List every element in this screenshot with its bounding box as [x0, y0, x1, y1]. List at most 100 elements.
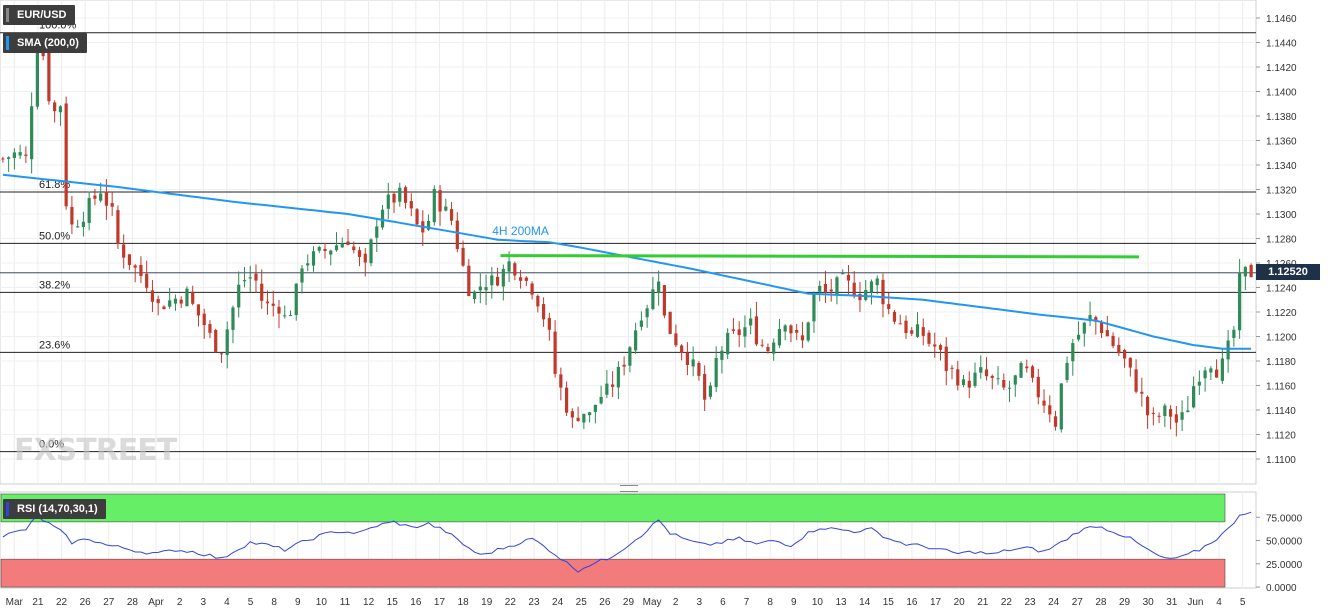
candle — [398, 182, 402, 207]
candle — [283, 305, 287, 319]
x-tick-label: 22 — [1001, 597, 1013, 608]
candle-body — [927, 332, 931, 344]
y-tick-label: 1.1440 — [1266, 39, 1297, 50]
sma-tag[interactable]: SMA (200,0) — [3, 33, 87, 53]
candle-body — [398, 187, 402, 202]
x-tick-label: Mar — [6, 597, 24, 608]
candle — [777, 318, 782, 349]
candle-body — [306, 263, 310, 266]
candle — [1, 156, 5, 163]
candle — [933, 332, 937, 358]
candle-body — [1186, 410, 1190, 413]
candle — [559, 367, 563, 401]
candle-body — [518, 277, 523, 281]
candle-body — [887, 304, 891, 310]
candle-body — [127, 254, 132, 265]
y-tick-label: 1.1340 — [1266, 161, 1297, 172]
candle-body — [668, 311, 672, 334]
candle — [409, 193, 413, 217]
rsi-tag-marker — [6, 502, 9, 516]
candle — [846, 265, 851, 295]
candle-body — [495, 276, 500, 286]
rsi-y-tick-label: 25.0000 — [1266, 560, 1303, 571]
candle — [311, 246, 316, 272]
candle-body — [933, 344, 937, 347]
x-tick-label: 8 — [767, 597, 773, 608]
candle-body — [1088, 315, 1092, 322]
candle-body — [1168, 409, 1173, 417]
candle — [277, 299, 281, 329]
candle — [1209, 366, 1213, 380]
candle-body — [1030, 366, 1035, 378]
candle-body — [300, 268, 304, 283]
rsi-overbought-zone — [0, 493, 1226, 523]
candle-body — [133, 265, 137, 268]
rsi-line — [2, 511, 1252, 573]
candle-body — [104, 191, 109, 206]
candle-body — [150, 290, 155, 302]
candle — [81, 211, 86, 237]
candle — [438, 184, 442, 226]
candle — [518, 269, 523, 289]
y-tick-label: 1.1160 — [1266, 382, 1296, 393]
x-tick-label: 18 — [458, 597, 470, 608]
candle-body — [657, 281, 661, 293]
rsi-tag[interactable]: RSI (14,70,30,1) — [3, 499, 106, 519]
candle — [127, 254, 132, 271]
candle — [898, 314, 902, 325]
candle — [70, 195, 74, 235]
candle — [1134, 359, 1138, 394]
candle — [110, 192, 114, 217]
candle — [1168, 405, 1173, 430]
candle-body — [352, 246, 356, 251]
candle — [208, 320, 212, 339]
rsi-oversold-zone — [0, 558, 1226, 588]
candle-body — [231, 307, 235, 330]
candle — [294, 283, 298, 321]
sma-tag-marker — [6, 36, 9, 50]
x-tick-label: 26 — [599, 597, 611, 608]
candle-body — [58, 106, 62, 113]
candle — [1226, 329, 1230, 373]
candle — [1197, 370, 1201, 395]
rsi-label: RSI (14,70,30,1) — [17, 503, 98, 515]
candle-body — [168, 300, 172, 307]
x-tick-label: Jun — [1187, 597, 1203, 608]
candle — [737, 321, 741, 348]
candle — [231, 305, 235, 344]
candle — [708, 382, 713, 400]
candle — [1053, 410, 1058, 431]
candle — [818, 280, 822, 302]
x-tick-label: 19 — [481, 597, 493, 608]
last-price-tag: 1.12520 — [1256, 264, 1320, 280]
candle — [743, 315, 747, 348]
x-tick-label: 6 — [720, 597, 726, 608]
candle-body — [409, 201, 413, 209]
symbol-tag[interactable]: EUR/USD — [3, 5, 75, 25]
candle-body — [64, 103, 68, 207]
candle — [1243, 266, 1247, 291]
candle — [1088, 301, 1092, 327]
y-tick-label: 1.1220 — [1266, 308, 1297, 319]
candle-body — [720, 350, 724, 360]
y-tick-label: 1.1420 — [1266, 63, 1297, 74]
candle — [1145, 395, 1150, 429]
candle — [1151, 407, 1155, 426]
candle — [1192, 376, 1196, 409]
candle-body — [915, 324, 920, 337]
candle-body — [524, 277, 528, 281]
candle — [674, 324, 678, 348]
candle — [260, 269, 264, 309]
candle — [288, 310, 293, 317]
candle — [1249, 263, 1253, 278]
pane-resize-handle[interactable] — [620, 485, 638, 492]
candle-body — [800, 335, 805, 341]
fibonacci-label: 0.0% — [39, 439, 64, 451]
candle-body — [340, 243, 344, 248]
candle — [340, 237, 344, 248]
candle — [306, 254, 310, 272]
candle-body — [1076, 334, 1081, 340]
candle-body — [317, 247, 321, 251]
x-tick-label: 17 — [930, 597, 942, 608]
